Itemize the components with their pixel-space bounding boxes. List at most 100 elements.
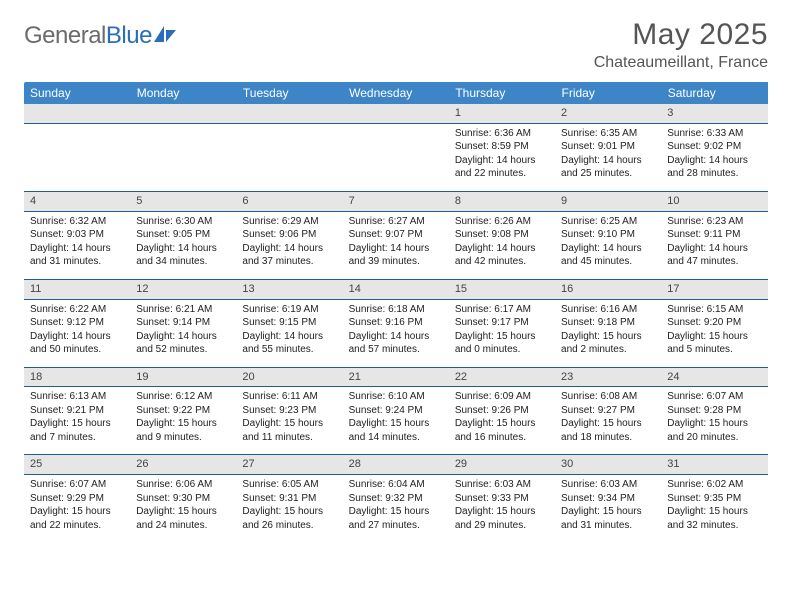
sunset-text: Sunset: 9:22 PM [136,404,230,418]
sunset-text: Sunset: 9:08 PM [455,228,549,242]
day-number: 22 [455,371,467,383]
day-number: 18 [30,371,42,383]
dow-sunday: Sunday [24,82,130,104]
day-detail-cell: Sunrise: 6:05 AMSunset: 9:31 PMDaylight:… [236,475,342,543]
day-number-cell [130,104,236,123]
daylight-text: Daylight: 14 hours and 31 minutes. [30,242,124,269]
sunset-text: Sunset: 9:20 PM [667,316,761,330]
sunset-text: Sunset: 9:01 PM [561,140,655,154]
daylight-text: Daylight: 15 hours and 29 minutes. [455,505,549,532]
calendar-table: Sunday Monday Tuesday Wednesday Thursday… [24,82,768,543]
sunset-text: Sunset: 9:11 PM [667,228,761,242]
sunrise-text: Sunrise: 6:07 AM [667,390,761,404]
day-detail-cell: Sunrise: 6:27 AMSunset: 9:07 PMDaylight:… [343,211,449,279]
day-detail-cell: Sunrise: 6:19 AMSunset: 9:15 PMDaylight:… [236,299,342,367]
day-number-cell [343,104,449,123]
sunrise-text: Sunrise: 6:32 AM [30,215,124,229]
day-detail-cell: Sunrise: 6:30 AMSunset: 9:05 PMDaylight:… [130,211,236,279]
calendar-body: 123Sunrise: 6:36 AMSunset: 8:59 PMDaylig… [24,104,768,543]
sunset-text: Sunset: 9:12 PM [30,316,124,330]
sunset-text: Sunset: 9:29 PM [30,492,124,506]
day-detail-cell: Sunrise: 6:22 AMSunset: 9:12 PMDaylight:… [24,299,130,367]
day-number: 26 [136,458,148,470]
sunrise-text: Sunrise: 6:27 AM [349,215,443,229]
day-number-cell: 30 [555,455,661,475]
day-number-row: 45678910 [24,191,768,211]
sunrise-text: Sunrise: 6:13 AM [30,390,124,404]
day-number-cell [24,104,130,123]
sunset-text: Sunset: 9:35 PM [667,492,761,506]
day-number-cell: 29 [449,455,555,475]
daylight-text: Daylight: 14 hours and 47 minutes. [667,242,761,269]
sunrise-text: Sunrise: 6:04 AM [349,478,443,492]
sunrise-text: Sunrise: 6:09 AM [455,390,549,404]
day-detail-cell: Sunrise: 6:23 AMSunset: 9:11 PMDaylight:… [661,211,767,279]
sunset-text: Sunset: 9:17 PM [455,316,549,330]
daylight-text: Daylight: 15 hours and 24 minutes. [136,505,230,532]
day-detail-cell: Sunrise: 6:13 AMSunset: 9:21 PMDaylight:… [24,387,130,455]
sunrise-text: Sunrise: 6:21 AM [136,303,230,317]
day-number-cell: 9 [555,191,661,211]
day-detail-cell: Sunrise: 6:09 AMSunset: 9:26 PMDaylight:… [449,387,555,455]
day-detail-cell [236,123,342,191]
sunrise-text: Sunrise: 6:36 AM [455,127,549,141]
day-detail-cell: Sunrise: 6:17 AMSunset: 9:17 PMDaylight:… [449,299,555,367]
daylight-text: Daylight: 14 hours and 45 minutes. [561,242,655,269]
day-number-cell: 5 [130,191,236,211]
daylight-text: Daylight: 15 hours and 31 minutes. [561,505,655,532]
dow-friday: Friday [555,82,661,104]
day-number-cell: 10 [661,191,767,211]
day-number: 4 [30,195,36,207]
day-number-cell: 18 [24,367,130,387]
sunrise-text: Sunrise: 6:19 AM [242,303,336,317]
sunset-text: Sunset: 9:07 PM [349,228,443,242]
day-number: 12 [136,283,148,295]
day-detail-cell: Sunrise: 6:18 AMSunset: 9:16 PMDaylight:… [343,299,449,367]
day-detail-cell: Sunrise: 6:11 AMSunset: 9:23 PMDaylight:… [236,387,342,455]
daylight-text: Daylight: 14 hours and 25 minutes. [561,154,655,181]
day-number: 23 [561,371,573,383]
sunset-text: Sunset: 9:30 PM [136,492,230,506]
daylight-text: Daylight: 15 hours and 2 minutes. [561,330,655,357]
day-detail-cell: Sunrise: 6:33 AMSunset: 9:02 PMDaylight:… [661,123,767,191]
daylight-text: Daylight: 14 hours and 50 minutes. [30,330,124,357]
daylight-text: Daylight: 15 hours and 9 minutes. [136,417,230,444]
sunset-text: Sunset: 9:03 PM [30,228,124,242]
sunset-text: Sunset: 9:26 PM [455,404,549,418]
day-detail-cell [130,123,236,191]
title-block: May 2025 Chateaumeillant, France [594,18,768,72]
day-number: 29 [455,458,467,470]
dow-monday: Monday [130,82,236,104]
day-detail-cell: Sunrise: 6:08 AMSunset: 9:27 PMDaylight:… [555,387,661,455]
sunrise-text: Sunrise: 6:06 AM [136,478,230,492]
daylight-text: Daylight: 14 hours and 42 minutes. [455,242,549,269]
location-subtitle: Chateaumeillant, France [594,54,768,72]
sunset-text: Sunset: 8:59 PM [455,140,549,154]
day-detail-cell: Sunrise: 6:21 AMSunset: 9:14 PMDaylight:… [130,299,236,367]
brand-logo: GeneralBlue [24,18,178,50]
day-number-cell: 27 [236,455,342,475]
day-number-row: 25262728293031 [24,455,768,475]
daylight-text: Daylight: 14 hours and 22 minutes. [455,154,549,181]
day-number-cell: 2 [555,104,661,123]
sunrise-text: Sunrise: 6:22 AM [30,303,124,317]
sunrise-text: Sunrise: 6:26 AM [455,215,549,229]
day-number: 24 [667,371,679,383]
day-detail-cell: Sunrise: 6:07 AMSunset: 9:29 PMDaylight:… [24,475,130,543]
day-number-cell: 15 [449,279,555,299]
day-number-cell: 3 [661,104,767,123]
daylight-text: Daylight: 15 hours and 27 minutes. [349,505,443,532]
day-detail-cell: Sunrise: 6:03 AMSunset: 9:34 PMDaylight:… [555,475,661,543]
daylight-text: Daylight: 15 hours and 5 minutes. [667,330,761,357]
sunrise-text: Sunrise: 6:11 AM [242,390,336,404]
daylight-text: Daylight: 15 hours and 26 minutes. [242,505,336,532]
day-detail-row: Sunrise: 6:07 AMSunset: 9:29 PM Daylight:… [24,475,768,543]
month-title: May 2025 [594,18,768,52]
sunrise-text: Sunrise: 6:33 AM [667,127,761,141]
day-detail-cell: Sunrise: 6:02 AMSunset: 9:35 PMDaylight:… [661,475,767,543]
sunrise-text: Sunrise: 6:17 AM [455,303,549,317]
sunrise-text: Sunrise: 6:07 AM [30,478,124,492]
sunrise-text: Sunrise: 6:05 AM [242,478,336,492]
day-number-cell: 7 [343,191,449,211]
sunset-text: Sunset: 9:23 PM [242,404,336,418]
